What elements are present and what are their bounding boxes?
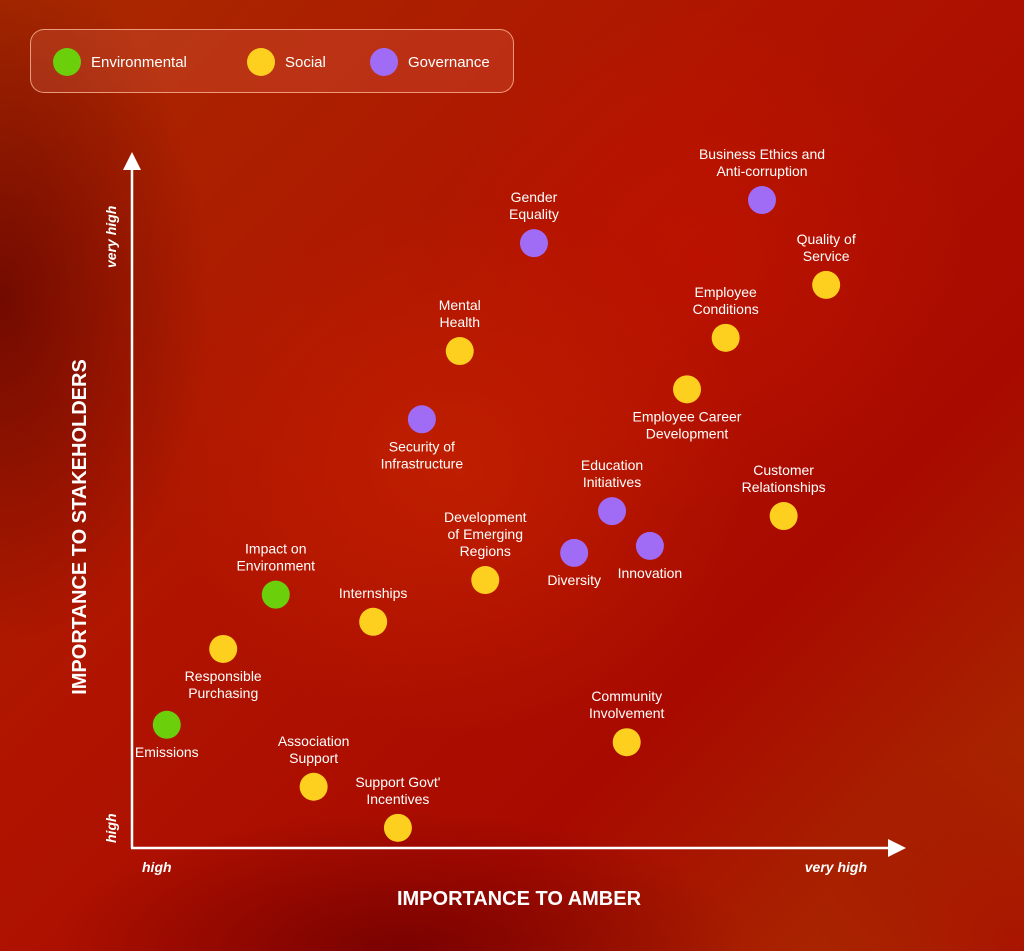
data-point-label: Mental (439, 297, 481, 313)
legend-item-social[interactable]: Social (247, 48, 326, 76)
data-point-label: Innovation (618, 565, 683, 581)
environmental-swatch-icon (53, 48, 81, 76)
data-point-label: Relationships (742, 479, 826, 495)
data-point-label: Anti-corruption (716, 163, 807, 179)
data-point-label: Community (591, 688, 662, 704)
x-axis-arrow-icon (888, 839, 906, 857)
data-point-social[interactable] (612, 728, 641, 757)
data-point-social[interactable] (673, 375, 702, 404)
y-tick-very-high: very high (103, 206, 119, 268)
x-tick-high: high (142, 859, 172, 875)
governance-swatch-icon (370, 48, 398, 76)
data-point-social[interactable] (769, 502, 798, 531)
data-point-environmental[interactable] (261, 580, 290, 609)
data-point-label: Responsible (185, 668, 262, 684)
data-point-label: of Emerging (448, 526, 523, 542)
data-point-social[interactable] (812, 270, 841, 299)
data-point-label: Employee Career (633, 408, 742, 424)
data-point-label: Regions (460, 543, 511, 559)
data-point-label: Development (444, 509, 527, 525)
data-point-label: Impact on (245, 541, 306, 557)
data-point-label: Environment (236, 558, 315, 574)
data-point-label: Development (646, 425, 729, 441)
data-point-group: Internships (339, 585, 407, 636)
data-point-label: Internships (339, 585, 407, 601)
data-point-label: Purchasing (188, 685, 258, 701)
data-point-governance[interactable] (598, 497, 627, 526)
data-point-label: Conditions (693, 301, 759, 317)
data-point-label: Education (581, 457, 643, 473)
data-point-label: Customer (753, 462, 814, 478)
data-point-social[interactable] (383, 813, 412, 842)
y-axis-title: IMPORTANCE TO STAKEHOLDERS (69, 359, 91, 695)
data-point-label: Service (803, 248, 850, 264)
data-point-group: Innovation (618, 531, 683, 581)
legend-label: Governance (408, 53, 490, 71)
x-tick-very-high: very high (805, 859, 867, 875)
data-point-governance[interactable] (519, 229, 548, 258)
x-axis-title: IMPORTANCE TO AMBER (397, 888, 642, 910)
data-point-label: Association (278, 733, 350, 749)
data-point-social[interactable] (445, 337, 474, 366)
data-point-label: Business Ethics and (699, 146, 825, 162)
legend-label: Environmental (91, 53, 187, 71)
social-swatch-icon (247, 48, 275, 76)
legend-item-environmental[interactable]: Environmental (53, 48, 187, 76)
legend-item-governance[interactable]: Governance (370, 48, 490, 76)
data-point-social[interactable] (209, 634, 238, 663)
data-point-social[interactable] (359, 607, 388, 636)
data-point-governance[interactable] (635, 531, 664, 560)
data-point-label: Emissions (135, 744, 199, 760)
data-point-social[interactable] (299, 772, 328, 801)
data-point-label: Equality (509, 206, 559, 222)
data-point-label: Diversity (547, 572, 601, 588)
data-point-label: Gender (511, 189, 558, 205)
legend: Environmental Social Governance (30, 29, 514, 93)
data-point-label: Support Govt' (355, 774, 440, 790)
data-point-social[interactable] (471, 566, 500, 595)
data-point-governance[interactable] (560, 538, 589, 567)
data-point-label: Health (440, 314, 480, 330)
y-tick-high: high (103, 813, 119, 843)
data-point-label: Employee (695, 284, 757, 300)
data-point-social[interactable] (711, 323, 740, 352)
legend-label: Social (285, 53, 326, 71)
data-point-environmental[interactable] (152, 710, 181, 739)
data-point-governance[interactable] (747, 186, 776, 215)
data-point-label: Incentives (366, 791, 429, 807)
data-point-label: Involvement (589, 705, 665, 721)
data-point-label: Security of (389, 438, 455, 454)
data-point-group: Support Govt'Incentives (355, 774, 440, 842)
y-axis-arrow-icon (123, 152, 141, 170)
data-point-label: Support (289, 750, 338, 766)
data-point-label: Quality of (797, 231, 856, 247)
data-point-label: Infrastructure (381, 455, 464, 471)
data-point-label: Initiatives (583, 474, 641, 490)
data-point-governance[interactable] (407, 405, 436, 434)
data-point-group: Diversity (547, 538, 601, 588)
data-point-group: Emissions (135, 710, 199, 760)
